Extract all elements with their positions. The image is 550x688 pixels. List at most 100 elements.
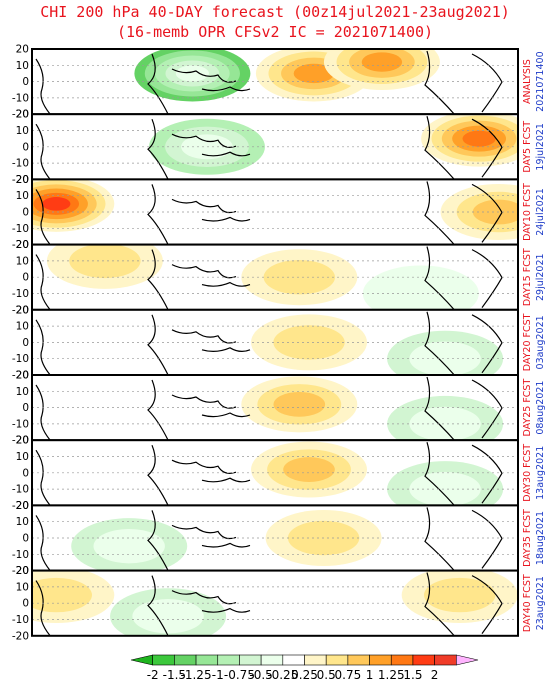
- field-contour: [69, 244, 141, 279]
- y-tick-label: -20: [12, 500, 29, 512]
- coastline: [424, 181, 456, 245]
- coastline: [171, 590, 237, 605]
- coastline: [424, 442, 456, 506]
- coastline: [471, 183, 503, 243]
- panel-date: 08aug2021: [535, 381, 546, 435]
- y-tick-label: 20: [16, 370, 29, 382]
- coastline: [147, 444, 169, 506]
- panel-4: 20 10 0 -10 -20 DAY20 FCST 03aug2021: [12, 304, 546, 382]
- field-contour: [181, 134, 233, 160]
- coastline: [201, 86, 251, 92]
- colorbar-label: 1.5: [403, 668, 422, 682]
- field-contour: [273, 391, 326, 417]
- coastline: [201, 477, 251, 483]
- panel-field: [35, 49, 503, 115]
- y-tick-label: 0: [22, 337, 29, 349]
- coastline: [471, 575, 503, 634]
- y-tick-label: -10: [12, 223, 29, 235]
- panel-field: [35, 507, 503, 571]
- coastline: [471, 444, 503, 504]
- coastline: [35, 319, 51, 375]
- colorbar-label: -0.75: [224, 668, 255, 682]
- colorbar-label: -0.5: [249, 668, 272, 682]
- field-contour: [175, 65, 209, 82]
- colorbar-swatch: [195, 654, 219, 666]
- coastline: [471, 509, 503, 569]
- field-contour: [409, 341, 481, 375]
- field-contour: [361, 52, 403, 72]
- coastline: [35, 384, 51, 441]
- panel-5: 20 10 0 -10 -20 DAY25 FCST 08aug2021: [12, 370, 546, 447]
- y-tick-label: -20: [12, 304, 29, 316]
- colorbar-label: 1: [366, 668, 374, 682]
- panel-1: 20 10 0 -10 -20 DAY5 FCST 19jul2021: [12, 109, 546, 186]
- y-tick-label: -10: [12, 614, 29, 626]
- field-contour: [42, 197, 71, 211]
- y-tick-label: 10: [16, 321, 29, 333]
- y-tick-label: -20: [12, 109, 29, 121]
- coastline: [424, 507, 456, 571]
- colorbar-label: -0.25: [267, 668, 298, 682]
- y-tick-label: 20: [16, 304, 29, 316]
- panel-field: [35, 244, 503, 310]
- y-tick-label: 0: [22, 207, 29, 219]
- coastline: [424, 311, 456, 375]
- field-contour: [293, 63, 335, 84]
- y-tick-label: 20: [16, 44, 29, 56]
- coastline: [35, 254, 51, 310]
- panel-field: [35, 311, 504, 375]
- y-tick-label: 0: [22, 467, 29, 479]
- panel-6: 20 10 0 -10 -20 DAY30 FCST 13aug2021: [12, 435, 546, 512]
- panel-field: [35, 441, 504, 506]
- y-tick-label: 0: [22, 598, 29, 610]
- colorbar-swatch: [390, 654, 414, 666]
- field-contour: [409, 406, 481, 441]
- panel-date: 23aug2021: [535, 576, 546, 630]
- panel-field: [35, 114, 518, 180]
- y-tick-label: 0: [22, 141, 29, 153]
- chart-subtitle: (16-memb OPR CFSv2 IC = 2021071400): [116, 23, 434, 41]
- y-tick-label: 20: [16, 565, 29, 577]
- coastline: [201, 607, 251, 613]
- y-tick-label: 10: [16, 581, 29, 593]
- colorbar-swatch: [347, 654, 370, 666]
- colorbar-swatch: [434, 654, 457, 666]
- colorbar-swatch: [325, 654, 349, 666]
- colorbar-swatch: [260, 654, 284, 666]
- coastline: [147, 249, 169, 310]
- field-contour: [32, 577, 92, 613]
- y-tick-label: 0: [22, 76, 29, 88]
- coastline: [147, 314, 169, 375]
- y-tick-label: 10: [16, 125, 29, 137]
- y-tick-label: -20: [12, 370, 29, 382]
- y-tick-label: -20: [12, 630, 29, 642]
- panel-label: DAY20 FCST: [522, 313, 533, 371]
- coastline: [35, 123, 51, 180]
- colorbar-label: 0.5: [317, 668, 336, 682]
- colorbar-swatch: [130, 654, 153, 666]
- coastline: [471, 53, 503, 113]
- colorbar-label: -2: [147, 668, 159, 682]
- coastline: [424, 246, 456, 310]
- colorbar-swatch: [217, 654, 240, 666]
- colorbar-label: 1.25: [378, 668, 405, 682]
- coastline: [171, 524, 237, 540]
- y-tick-label: 20: [16, 109, 29, 121]
- colorbar-swatch: [152, 654, 175, 666]
- coastline: [147, 510, 169, 571]
- chart-title: CHI 200 hPa 40-DAY forecast (00z14jul202…: [40, 3, 510, 21]
- coastline: [424, 50, 456, 115]
- coastline: [201, 542, 251, 548]
- y-tick-label: 10: [16, 190, 29, 202]
- coastline: [171, 459, 237, 474]
- coastline: [147, 118, 169, 180]
- y-tick-label: 0: [22, 533, 29, 545]
- panel-label: DAY5 FCST: [522, 121, 533, 173]
- panel-8: 20 10 0 -10 -20 DAY40 FCST 23aug2021: [12, 565, 546, 642]
- panel-date: 13aug2021: [535, 446, 546, 500]
- y-tick-label: 20: [16, 174, 29, 186]
- panel-field: [32, 570, 518, 636]
- colorbar-swatch: [174, 654, 197, 666]
- panel-date: 2021071400: [535, 51, 546, 111]
- colorbar-label: -1.25: [181, 668, 212, 682]
